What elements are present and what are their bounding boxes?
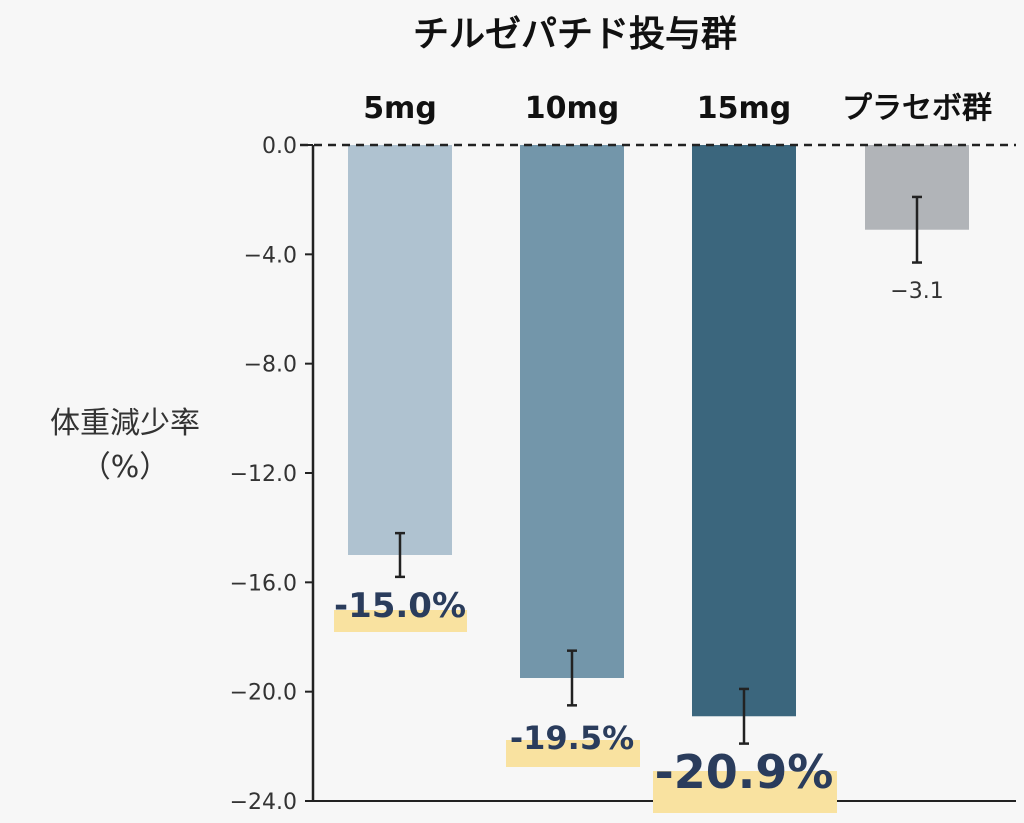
y-axis-title: 体重減少率 （%） bbox=[20, 402, 230, 490]
y-tick-label: −24.0 bbox=[230, 790, 297, 815]
y-tick-label: 0.0 bbox=[262, 134, 297, 159]
chart-title: チルゼパチド投与群 bbox=[413, 14, 737, 55]
bar bbox=[520, 145, 624, 678]
bar bbox=[348, 145, 452, 555]
y-tick-label: −20.0 bbox=[230, 681, 297, 706]
data-label: -15.0% bbox=[334, 586, 466, 626]
category-label: 15mg bbox=[697, 91, 791, 126]
category-label: プラセボ群 bbox=[842, 91, 992, 126]
y-tick-label: −8.0 bbox=[244, 353, 297, 378]
y-axis-title-line1: 体重減少率 bbox=[50, 406, 200, 441]
y-tick-label: −16.0 bbox=[230, 571, 297, 596]
label-highlight bbox=[334, 610, 467, 632]
data-label: −3.1 bbox=[890, 279, 943, 304]
y-tick-label: −12.0 bbox=[230, 462, 297, 487]
label-highlight bbox=[653, 771, 837, 813]
y-tick-label: −4.0 bbox=[244, 243, 297, 268]
label-highlight bbox=[506, 740, 640, 767]
category-label: 10mg bbox=[525, 91, 619, 126]
y-axis-title-line2: （%） bbox=[80, 450, 170, 485]
bar bbox=[692, 145, 796, 717]
category-label: 5mg bbox=[363, 91, 437, 126]
data-label: -20.9% bbox=[655, 745, 834, 799]
data-label: -19.5% bbox=[510, 719, 634, 757]
